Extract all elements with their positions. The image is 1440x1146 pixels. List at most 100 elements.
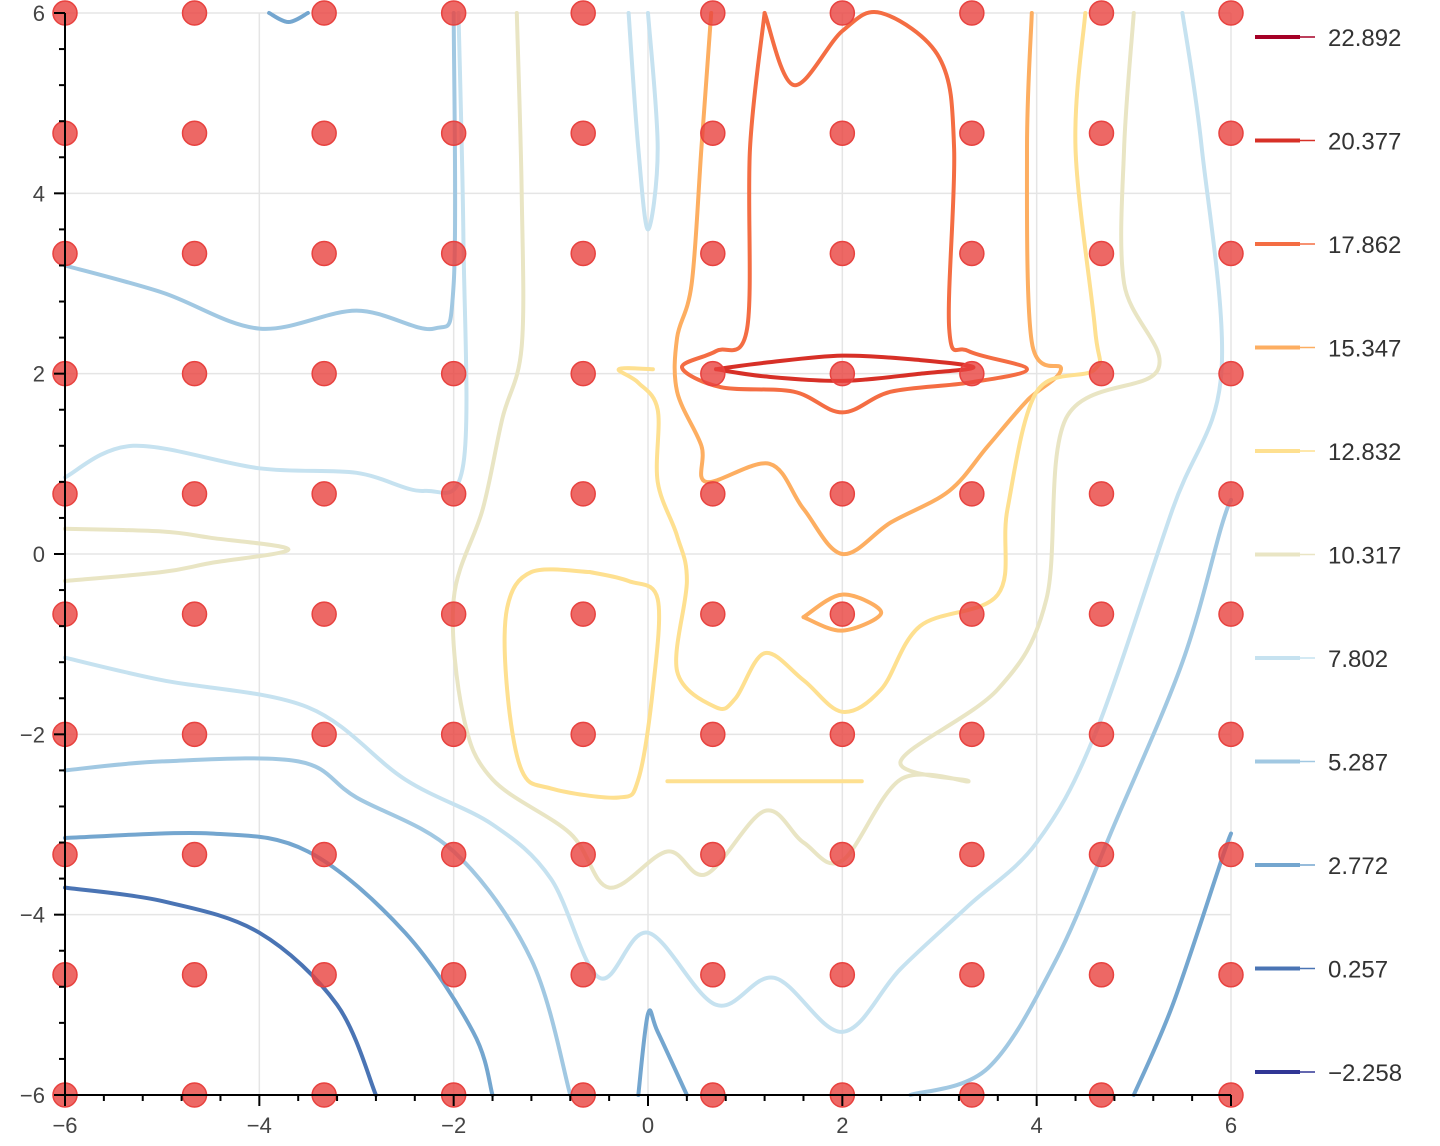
scatter-point <box>181 962 208 988</box>
legend-label: 20.377 <box>1328 129 1401 156</box>
scatter-point <box>440 120 467 146</box>
scatter-point <box>311 841 337 868</box>
x-tick-label: 4 <box>1031 1113 1043 1138</box>
contour-line <box>908 497 1233 1097</box>
scatter-point <box>181 240 208 267</box>
scatter-point <box>700 240 726 267</box>
scatter-point <box>181 360 208 387</box>
scatter-point <box>570 601 596 627</box>
scatter-point <box>959 120 985 146</box>
scatter-point <box>181 721 208 748</box>
legend-label: 12.832 <box>1328 439 1401 466</box>
contour-line <box>626 11 660 232</box>
scatter-point <box>311 601 337 627</box>
scatter-point <box>440 360 467 387</box>
contour-line <box>267 11 310 24</box>
scatter-point <box>1088 721 1115 748</box>
scatter-point <box>829 721 856 748</box>
scatter-point <box>700 962 726 988</box>
scatter-point <box>570 721 596 748</box>
legend-label: 0.257 <box>1328 957 1388 984</box>
scatter-point <box>959 721 985 748</box>
y-tick-label: 2 <box>33 362 45 387</box>
scatter-point <box>1218 481 1244 507</box>
scatter-point <box>959 841 985 868</box>
contour-line <box>63 11 1225 1034</box>
scatter-point <box>959 0 985 26</box>
scatter-point <box>700 721 726 748</box>
scatter-point <box>440 481 467 507</box>
y-tick-label: 0 <box>33 542 45 567</box>
scatter-point <box>829 360 856 387</box>
scatter-point <box>959 240 985 267</box>
scatter-point <box>829 0 856 26</box>
scatter-point <box>1218 360 1244 387</box>
scatter-point <box>700 601 726 627</box>
x-tick-label: −6 <box>52 1113 77 1138</box>
y-tick-label: −6 <box>20 1083 45 1108</box>
scatter-point <box>700 0 726 26</box>
contour-line <box>672 11 1063 557</box>
scatter-point <box>700 360 726 387</box>
x-tick-label: −4 <box>247 1113 272 1138</box>
contour-line <box>63 11 458 332</box>
scatter-point <box>570 962 596 988</box>
scatter-point <box>829 120 856 146</box>
scatter-point <box>1218 0 1244 26</box>
scatter-point <box>440 0 467 26</box>
scatter-point <box>1218 120 1244 146</box>
contour-line <box>63 756 573 1097</box>
scatter-point <box>959 360 985 387</box>
scatter-point <box>181 481 208 507</box>
scatter-point <box>311 360 337 387</box>
scatter-point <box>1088 481 1115 507</box>
legend-label: 15.347 <box>1328 336 1401 363</box>
x-tick-label: 6 <box>1225 1113 1237 1138</box>
scatter-point <box>311 962 337 988</box>
scatter-point <box>700 841 726 868</box>
scatter-point <box>570 360 596 387</box>
scatter-point <box>1218 841 1244 868</box>
scatter-point <box>440 841 467 868</box>
x-tick-label: −2 <box>441 1113 466 1138</box>
scatter-point <box>311 240 337 267</box>
scatter-point <box>700 481 726 507</box>
scatter-point <box>1088 0 1115 26</box>
scatter-point <box>700 120 726 146</box>
scatter-point <box>440 601 467 627</box>
scatter-point <box>1218 721 1244 748</box>
scatter-point <box>1088 120 1115 146</box>
y-tick-label: 4 <box>33 181 45 206</box>
scatter-point <box>829 481 856 507</box>
scatter-point <box>1088 240 1115 267</box>
scatter-point <box>829 962 856 988</box>
x-tick-label: 0 <box>642 1113 654 1138</box>
axes: −6 −4 −2 0 2 4 6 −6 −4 −2 0 2 4 6 <box>20 1 1237 1138</box>
legend-label: 7.802 <box>1328 646 1388 673</box>
scatter-point <box>1218 962 1244 988</box>
scatter-point <box>311 481 337 507</box>
scatter-point <box>959 601 985 627</box>
legend-label: 17.862 <box>1328 232 1401 259</box>
scatter-point <box>1088 601 1115 627</box>
contour-line <box>450 11 1162 890</box>
scatter-point <box>959 962 985 988</box>
scatter-point <box>1218 240 1244 267</box>
scatter-point <box>829 601 856 627</box>
legend-label: −2.258 <box>1328 1060 1402 1087</box>
scatter-point <box>311 0 337 26</box>
scatter-point <box>181 841 208 868</box>
y-tick-label: −4 <box>20 903 45 928</box>
x-tick-label: 2 <box>836 1113 848 1138</box>
scatter-point <box>1088 360 1115 387</box>
legend-label: 22.892 <box>1328 25 1401 52</box>
scatter-point <box>1218 601 1244 627</box>
scatter-point <box>1088 841 1115 868</box>
scatter-point <box>570 481 596 507</box>
contour-line <box>63 526 291 583</box>
legend-label: 10.317 <box>1328 543 1401 570</box>
scatter-point <box>181 601 208 627</box>
scatter-point <box>570 0 596 26</box>
